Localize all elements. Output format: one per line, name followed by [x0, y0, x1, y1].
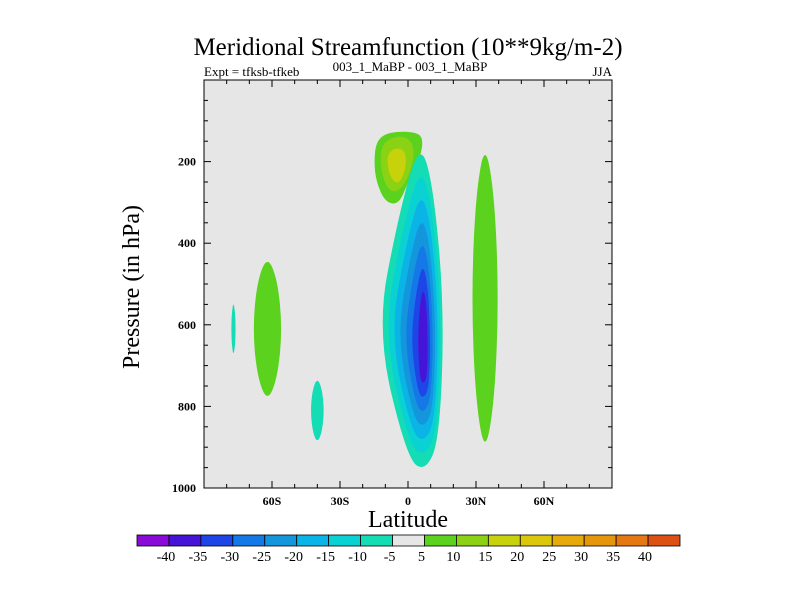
colorbar-label: -20	[284, 550, 303, 565]
colorbar-swatch	[168, 534, 202, 547]
y-tick-label: 400	[178, 236, 196, 250]
colorbar-swatch	[392, 534, 425, 547]
colorbar-label: -15	[316, 550, 335, 565]
colorbar-swatch	[487, 534, 521, 547]
colorbar-swatch	[456, 534, 489, 547]
colorbar-swatch	[296, 534, 330, 547]
x-tick-label: 60N	[534, 494, 555, 508]
upper-positive-cell-level-3	[387, 148, 406, 183]
colorbar-swatch	[136, 534, 170, 547]
colorbar-swatch	[583, 534, 617, 547]
main-negative-cell-level-7	[418, 291, 428, 383]
colorbar: -40 -35 -30 -25 -20 -15 -10 -5 5 10 15 20 25 30 35 40	[136, 534, 681, 565]
colorbar-label: 25	[542, 550, 556, 565]
colorbar-label: 15	[478, 550, 492, 565]
x-tick-label: 60S	[263, 494, 282, 508]
center-subtitle: 003_1_MaBP - 003_1_MaBP	[333, 59, 488, 74]
y-axis-label: Pressure (in hPa)	[119, 205, 145, 369]
sh-midlat-negative	[311, 380, 324, 441]
colorbar-label: -40	[157, 550, 176, 565]
colorbar-label: -10	[348, 550, 367, 565]
colorbar-label: 5	[418, 550, 425, 565]
right-subtitle: JJA	[592, 64, 612, 79]
colorbar-label: 40	[638, 550, 652, 565]
colorbar-label: -35	[189, 550, 208, 565]
colorbar-label: 20	[510, 550, 524, 565]
x-tick-label: 30N	[466, 494, 487, 508]
colorbar-swatch	[519, 534, 553, 547]
contour-fill-layer	[231, 131, 498, 467]
colorbar-label: -25	[252, 550, 271, 565]
colorbar-swatch	[360, 534, 393, 547]
colorbar-label: -30	[220, 550, 239, 565]
plot-frame	[203, 79, 613, 489]
colorbar-swatch	[551, 534, 585, 547]
chart-title: Meridional Streamfunction (10**9kg/m-2)	[193, 34, 622, 61]
colorbar-label: 35	[606, 550, 620, 565]
colorbar-swatch	[200, 534, 234, 547]
axis-ticks: 60S 30S 0 30N 60N 200 400 600 800 1000	[172, 80, 613, 508]
far-south-negative-sliver	[231, 304, 236, 354]
colorbar-label: -5	[384, 550, 396, 565]
colorbar-swatch	[615, 534, 649, 547]
colorbar-swatch	[424, 534, 457, 547]
colorbar-label: 10	[446, 550, 460, 565]
colorbar-label: 30	[574, 550, 588, 565]
colorbar-swatch	[232, 534, 266, 547]
nh-tropical-positive	[472, 154, 498, 442]
sh-high-lat-positive	[253, 261, 282, 396]
x-tick-label: 30S	[331, 494, 350, 508]
x-axis-label: Latitude	[368, 507, 448, 533]
colorbar-swatch	[264, 534, 298, 547]
colorbar-swatch	[647, 534, 681, 547]
colorbar-swatch	[328, 534, 361, 547]
left-subtitle: Expt = tfksb-tfkeb	[204, 64, 299, 79]
y-tick-label: 600	[178, 318, 196, 332]
y-tick-label: 1000	[172, 481, 196, 495]
y-tick-label: 800	[178, 399, 196, 413]
y-tick-label: 200	[178, 155, 196, 169]
x-tick-label: 0	[405, 494, 411, 508]
